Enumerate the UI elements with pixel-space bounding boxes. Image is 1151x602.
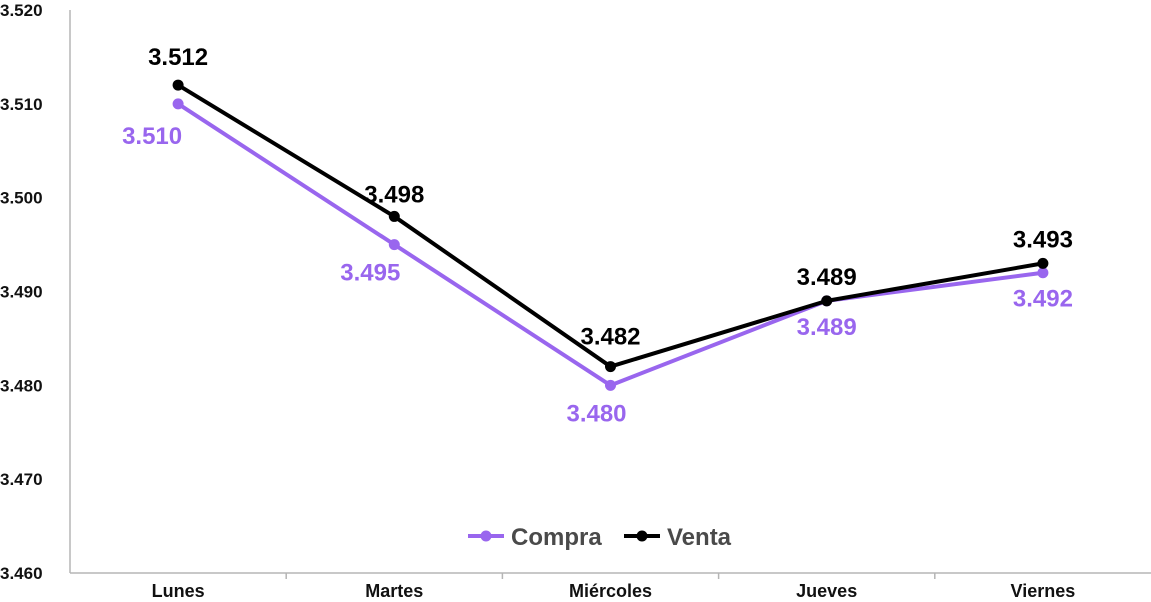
y-tick-label: 3.500 (0, 189, 43, 208)
data-label-venta-lunes: 3.512 (148, 44, 208, 71)
legend-swatch-marker-compra (480, 530, 492, 542)
x-tick-label-martes: Martes (365, 581, 423, 601)
y-tick-label: 3.460 (0, 564, 43, 583)
data-point-compra-martes (388, 239, 400, 251)
y-axis-tick-labels: 3.460 3.470 3.480 3.490 3.500 3.510 3.520 (0, 1, 43, 583)
x-tick-label-miercoles: Miércoles (569, 581, 652, 601)
legend: Compra Venta (468, 524, 732, 551)
y-tick-label: 3.480 (0, 376, 43, 395)
data-point-compra-lunes (172, 98, 184, 110)
data-label-compra-martes: 3.495 (340, 260, 400, 287)
y-tick-label: 3.490 (0, 283, 43, 302)
series-venta (172, 79, 1049, 373)
data-point-venta-martes (388, 210, 400, 222)
x-axis-tick-labels: Lunes Martes Miércoles Jueves Viernes (152, 581, 1076, 601)
legend-swatch-marker-venta (636, 530, 648, 542)
data-label-venta-jueves: 3.489 (797, 264, 857, 291)
x-axis-tick-marks (285, 573, 936, 579)
data-label-compra-jueves: 3.489 (797, 314, 857, 341)
legend-item-compra: Compra (468, 524, 602, 551)
y-tick-label: 3.510 (0, 95, 43, 114)
legend-label-compra: Compra (511, 524, 602, 551)
data-label-venta-viernes: 3.493 (1013, 226, 1073, 253)
data-label-compra-viernes: 3.492 (1013, 286, 1073, 313)
data-point-venta-miercoles (605, 361, 616, 373)
series-layer (172, 79, 1049, 391)
data-point-venta-lunes (172, 79, 184, 91)
data-label-venta-martes: 3.498 (364, 181, 424, 208)
data-point-compra-viernes (1037, 267, 1049, 279)
data-point-venta-viernes (1037, 257, 1049, 269)
legend-item-venta: Venta (624, 524, 732, 551)
x-tick-label-jueves: Jueves (796, 581, 857, 601)
data-label-compra-lunes: 3.510 (122, 123, 182, 150)
data-labels-layer: 3.510 3.495 3.480 3.489 3.492 3.512 3.498 3.482… (122, 44, 1073, 427)
y-tick-label: 3.520 (0, 1, 43, 20)
x-tick-label-lunes: Lunes (152, 581, 205, 601)
data-label-compra-miercoles: 3.480 (566, 400, 626, 427)
x-tick-label-viernes: Viernes (1011, 581, 1076, 601)
data-point-venta-jueves (821, 295, 833, 307)
y-tick-label: 3.470 (0, 470, 43, 489)
data-label-venta-miercoles: 3.482 (580, 324, 640, 351)
legend-label-venta: Venta (667, 524, 732, 551)
data-point-compra-miercoles (605, 379, 616, 391)
